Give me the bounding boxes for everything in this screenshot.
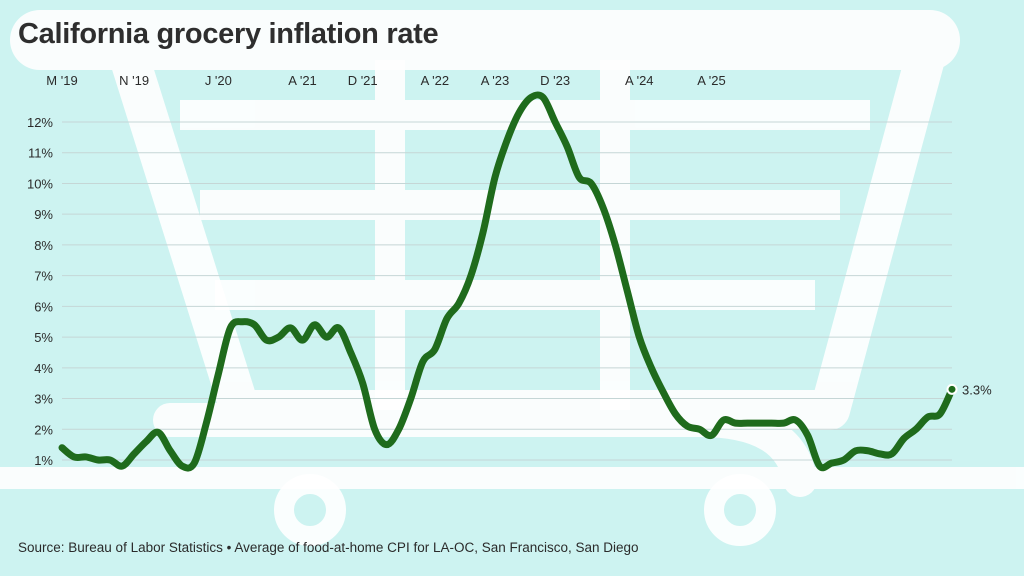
- gridlines: [62, 121, 952, 461]
- x-axis-ticks: M '19 N '19 J '20 A '21 D '21 A '22 A '23 D '23…: [46, 73, 725, 88]
- y-tick-label: 4%: [34, 361, 53, 376]
- y-tick-label: 12%: [27, 115, 53, 130]
- cart-wheel-right: [704, 474, 776, 546]
- y-tick-label: 8%: [34, 238, 53, 253]
- y-axis-ticks: 1% 2% 3% 4% 5% 6% 7% 8% 9% 10% 11% 12%: [27, 115, 53, 468]
- x-tick-label: D '21: [348, 73, 378, 88]
- x-tick-label: A '23: [481, 73, 510, 88]
- series-line-grocery-inflation: [58, 91, 956, 472]
- x-tick-label: A '22: [421, 73, 450, 88]
- x-tick-label: M '19: [46, 73, 77, 88]
- source-note: Source: Bureau of Labor Statistics • Ave…: [18, 540, 639, 555]
- x-tick-label: A '25: [697, 73, 726, 88]
- y-tick-label: 11%: [28, 146, 53, 161]
- series-endpoint-marker: [946, 383, 958, 395]
- x-tick-label: J '20: [205, 73, 232, 88]
- y-tick-label: 9%: [34, 207, 53, 222]
- x-tick-label: N '19: [119, 73, 149, 88]
- y-tick-label: 3%: [34, 392, 53, 407]
- y-tick-label: 6%: [34, 299, 53, 314]
- cart-frame: [153, 403, 817, 497]
- x-tick-label: D '23: [540, 73, 570, 88]
- y-tick-label: 1%: [34, 453, 53, 468]
- y-tick-label: 10%: [27, 176, 53, 191]
- cart-wheel-left: [274, 474, 346, 546]
- chart-title: California grocery inflation rate: [18, 18, 439, 50]
- y-tick-label: 7%: [34, 269, 53, 284]
- series-endpoint-label: 3.3%: [962, 382, 992, 397]
- x-tick-label: A '24: [625, 73, 654, 88]
- x-tick-label: A '21: [288, 73, 317, 88]
- y-tick-label: 5%: [34, 330, 53, 345]
- y-tick-label: 2%: [34, 422, 53, 437]
